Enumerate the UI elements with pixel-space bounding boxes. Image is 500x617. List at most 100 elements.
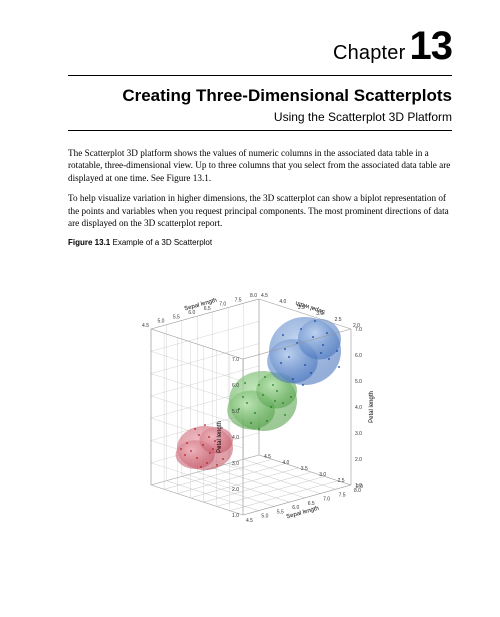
point	[300, 328, 302, 330]
point	[254, 412, 256, 414]
point	[246, 402, 248, 404]
point	[292, 378, 294, 380]
tick-label: 4.0	[355, 405, 362, 411]
point	[244, 382, 246, 384]
title-block: Creating Three-Dimensional Scatterplots …	[68, 86, 452, 124]
point	[326, 332, 328, 334]
axis-label-x-top: Sepal length	[184, 297, 218, 312]
point	[284, 348, 286, 350]
point	[194, 428, 196, 430]
point	[274, 400, 276, 402]
point	[290, 396, 292, 398]
figure-caption-text: Example of a 3D Scatterplot	[112, 238, 212, 247]
tick-label: 4.5	[142, 323, 149, 329]
point	[214, 440, 216, 442]
point	[322, 344, 324, 346]
point	[276, 390, 278, 392]
point	[282, 402, 284, 404]
tick-label: 1.0	[232, 513, 239, 519]
paragraph-1: The Scatterplot 3D platform shows the va…	[68, 147, 452, 184]
point	[328, 358, 330, 360]
figure: 4.55.05.56.06.57.07.58.02.02.53.03.54.04…	[68, 253, 452, 543]
tick-label: 7.0	[323, 496, 330, 502]
point	[288, 356, 290, 358]
paragraph-2: To help visualize variation in higher di…	[68, 192, 452, 229]
tick-label: 5.0	[157, 318, 164, 324]
point	[206, 462, 208, 464]
point	[212, 448, 214, 450]
rule-top	[68, 75, 452, 76]
chapter-number-block: Chapter13	[68, 24, 452, 69]
point	[304, 364, 306, 366]
tick-label: 7.0	[219, 301, 226, 307]
point	[266, 420, 268, 422]
point	[312, 336, 314, 338]
axis-label-z-right: Petal length	[369, 391, 375, 423]
tick-label: 6.0	[232, 383, 239, 389]
point	[338, 366, 340, 368]
point	[320, 352, 322, 354]
point	[216, 464, 218, 466]
point	[258, 384, 260, 386]
figure-label: Figure 13.1	[68, 238, 110, 247]
tick-label: 8.0	[250, 293, 257, 299]
tick-label: 5.5	[173, 314, 180, 320]
point	[198, 434, 200, 436]
point	[262, 394, 264, 396]
chapter-subtitle: Using the Scatterplot 3D Platform	[68, 110, 452, 124]
chapter-title: Creating Three-Dimensional Scatterplots	[68, 86, 452, 106]
point	[282, 334, 284, 336]
point	[264, 376, 266, 378]
tick-label: 3.0	[232, 461, 239, 467]
point	[302, 384, 304, 386]
point	[222, 458, 224, 460]
point	[242, 396, 244, 398]
axis-label-x-bottom: Sepal length	[286, 505, 320, 520]
tick-label: 2.5	[335, 317, 342, 323]
tick-label: 3.0	[319, 472, 326, 478]
point	[272, 384, 274, 386]
tick-label: 2.0	[232, 487, 239, 493]
point	[250, 422, 252, 424]
point	[180, 448, 182, 450]
rule-mid	[68, 130, 452, 131]
tick-label: 4.5	[261, 293, 268, 299]
point	[204, 424, 206, 426]
tick-label: 4.0	[279, 299, 286, 305]
tick-label: 5.0	[261, 513, 268, 519]
point	[186, 442, 188, 444]
tick-label: 7.0	[232, 357, 239, 363]
tick-label: 3.0	[355, 431, 362, 437]
point	[196, 457, 198, 459]
body-text: The Scatterplot 3D platform shows the va…	[68, 147, 452, 230]
tick-label: 2.5	[338, 478, 345, 484]
point	[284, 414, 286, 416]
tick-label: 5.0	[232, 409, 239, 415]
point	[336, 350, 338, 352]
tick-label: 7.5	[339, 492, 346, 498]
tick-label: 3.5	[301, 466, 308, 472]
point	[280, 362, 282, 364]
chapter-number: 13	[410, 24, 453, 68]
point	[200, 466, 202, 468]
tick-label: 5.0	[355, 379, 362, 385]
point	[209, 452, 211, 454]
point	[310, 372, 312, 374]
tick-label: 7.5	[235, 297, 242, 303]
tick-label: 6.0	[355, 353, 362, 359]
point	[208, 436, 210, 438]
chapter-label-word: Chapter	[333, 42, 406, 64]
point	[258, 428, 260, 430]
tick-label: 2.0	[353, 323, 360, 329]
point	[190, 450, 192, 452]
tick-label: 4.0	[232, 435, 239, 441]
point	[184, 454, 186, 456]
point	[202, 444, 204, 446]
document-page: Chapter13 Creating Three-Dimensional Sca…	[0, 0, 500, 617]
point	[314, 320, 316, 322]
tick-label: 2.0	[355, 457, 362, 463]
point	[270, 406, 272, 408]
scatterplot-3d: 4.55.05.56.06.57.07.58.02.02.53.03.54.04…	[115, 253, 405, 543]
tick-label: 4.5	[264, 454, 271, 460]
axis-label-z-left: Petal length	[217, 421, 223, 453]
